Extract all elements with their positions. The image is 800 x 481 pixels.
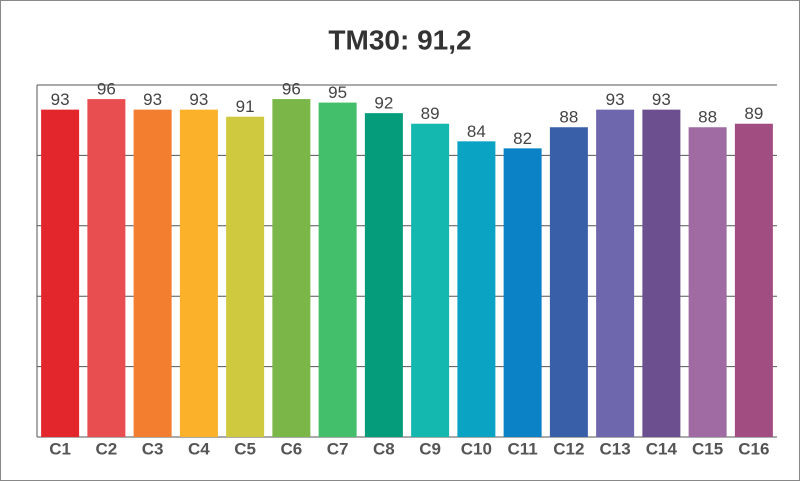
- value-label: 91: [236, 97, 255, 116]
- value-label: 96: [282, 80, 301, 99]
- x-tick-label: C11: [508, 439, 538, 458]
- bar: [318, 102, 357, 437]
- x-tick-label: C1: [49, 439, 71, 458]
- x-tick-label: C2: [96, 439, 118, 458]
- value-label: 89: [421, 104, 440, 123]
- bar: [457, 141, 496, 437]
- x-tick-label: C9: [419, 439, 441, 458]
- value-label: 82: [513, 129, 532, 148]
- x-tick-label: C12: [553, 439, 584, 458]
- x-tick-label: C13: [600, 439, 631, 458]
- value-label: 93: [652, 90, 671, 109]
- bar: [642, 109, 681, 437]
- bar: [87, 99, 126, 437]
- value-label: 88: [559, 108, 578, 127]
- value-label: 95: [328, 83, 347, 102]
- value-label: 93: [606, 90, 625, 109]
- bar: [133, 109, 172, 437]
- x-tick-label: C5: [234, 439, 256, 458]
- value-label: 84: [467, 122, 486, 141]
- x-tick-label: C14: [646, 439, 678, 458]
- value-label: 92: [374, 94, 393, 113]
- bar: [411, 123, 450, 437]
- value-label: 88: [698, 108, 717, 127]
- bar: [179, 109, 218, 437]
- bar: [41, 109, 80, 437]
- bar: [503, 148, 542, 438]
- value-label: 93: [189, 90, 208, 109]
- x-tick-label: C3: [142, 439, 164, 458]
- x-tick-label: C16: [738, 439, 769, 458]
- x-tick-label: C7: [327, 439, 349, 458]
- value-label: 96: [97, 80, 116, 99]
- value-label: 93: [143, 90, 162, 109]
- bar: [272, 99, 311, 437]
- x-tick-label: C8: [373, 439, 395, 458]
- x-tick-label: C6: [281, 439, 303, 458]
- chart-title: TM30: 91,2: [328, 24, 471, 55]
- value-label: 93: [51, 90, 70, 109]
- x-tick-label: C10: [461, 439, 492, 458]
- value-label: 89: [744, 104, 763, 123]
- bar: [688, 127, 727, 438]
- x-tick-label: C15: [692, 439, 723, 458]
- bar: [549, 127, 588, 438]
- bar: [226, 116, 265, 438]
- x-tick-label: C4: [188, 439, 210, 458]
- bar: [596, 109, 635, 437]
- bar: [734, 123, 773, 437]
- bar: [364, 113, 403, 437]
